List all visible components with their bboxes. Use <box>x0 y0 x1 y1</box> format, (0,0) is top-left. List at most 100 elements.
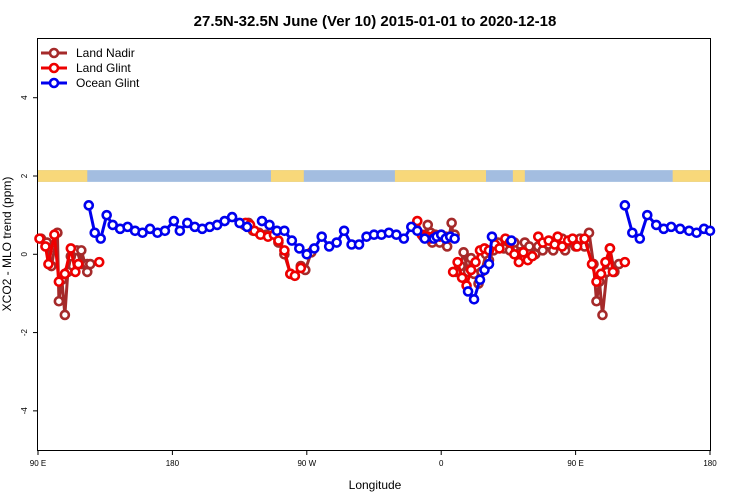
data-point <box>452 256 463 268</box>
data-point <box>509 248 520 260</box>
data-point <box>93 256 105 268</box>
data-point <box>619 200 631 211</box>
data-point <box>34 233 45 244</box>
data-point <box>49 229 60 241</box>
data-point <box>174 225 186 237</box>
data-point <box>295 262 307 274</box>
data-point <box>59 309 71 321</box>
data-point <box>316 231 328 242</box>
x-tick-label: 90 E <box>567 459 583 468</box>
series-land-glint <box>34 229 84 287</box>
data-point <box>468 293 480 305</box>
data-point <box>506 235 517 246</box>
data-point <box>241 221 253 233</box>
data-point <box>674 223 686 235</box>
data-point <box>462 286 474 297</box>
data-point <box>273 235 284 246</box>
data-point <box>101 209 112 221</box>
land-band <box>38 170 88 182</box>
series-ocean-glint <box>506 235 517 246</box>
legend-label: Land Nadir <box>76 46 135 60</box>
legend-marker <box>48 47 60 59</box>
data-point <box>567 233 578 244</box>
data-point <box>446 217 457 229</box>
legend-item: Ocean Glint <box>41 76 140 90</box>
data-point <box>449 233 460 244</box>
data-point <box>43 258 54 270</box>
data-point <box>665 221 677 233</box>
data-point <box>83 200 95 211</box>
plot-border <box>37 38 711 451</box>
data-point <box>586 258 598 270</box>
data-point <box>40 241 51 252</box>
legend-label: Ocean Glint <box>76 76 140 90</box>
data-point <box>641 209 653 221</box>
data-point <box>84 258 96 270</box>
y-tick-label: 4 <box>20 95 29 100</box>
x-axis-label: Longitude <box>349 478 402 492</box>
series-land-glint <box>619 256 631 268</box>
data-point <box>591 295 602 307</box>
data-point <box>289 270 301 282</box>
legend-marker <box>48 77 60 89</box>
series-layer <box>34 200 716 321</box>
data-point <box>59 268 71 280</box>
data-point <box>294 243 305 254</box>
data-point <box>556 241 568 252</box>
data-point <box>619 256 631 268</box>
data-point <box>331 237 342 248</box>
data-point <box>301 248 313 260</box>
data-point <box>279 225 290 237</box>
series-land-glint <box>93 256 105 268</box>
data-point <box>597 309 608 321</box>
data-point <box>53 295 65 307</box>
data-point <box>286 235 298 246</box>
data-point <box>398 233 410 244</box>
data-point <box>470 256 481 268</box>
data-point <box>353 239 365 250</box>
data-point <box>447 266 459 278</box>
x-tick-label: 180 <box>703 459 717 468</box>
y-tick-label: -2 <box>20 328 29 336</box>
x-tick-label: 0 <box>439 459 444 468</box>
data-point <box>526 250 538 262</box>
series-ocean-glint <box>431 229 460 244</box>
data-point <box>552 231 563 242</box>
x-tick-label: 90 E <box>30 459 46 468</box>
data-point <box>571 241 583 252</box>
series-land-glint <box>532 231 619 287</box>
data-point <box>483 258 495 270</box>
y-axis-label: XCO2 - MLO trend (ppm) <box>0 177 14 312</box>
legend-marker <box>48 62 60 74</box>
data-point <box>474 274 486 286</box>
data-point <box>264 219 275 231</box>
data-point <box>308 243 320 254</box>
data-point <box>76 245 87 256</box>
data-point <box>419 233 431 244</box>
x-tick-label: 180 <box>166 459 180 468</box>
series-ocean-glint <box>83 200 253 244</box>
y-axis: -4 -2 0 2 4 <box>20 95 38 414</box>
data-point <box>89 227 101 239</box>
data-point <box>579 233 590 244</box>
data-point <box>95 233 107 244</box>
legend-item: Land Glint <box>41 61 131 75</box>
data-point <box>494 243 505 254</box>
land-band <box>672 170 710 182</box>
data-point <box>513 256 525 268</box>
data-point <box>486 231 498 242</box>
land-band <box>394 170 486 182</box>
data-point <box>73 258 84 270</box>
data-point <box>159 225 171 237</box>
data-point <box>412 215 423 227</box>
land-sea-strip <box>38 170 710 182</box>
land-band <box>270 170 304 182</box>
y-tick-label: 2 <box>20 173 29 178</box>
data-point <box>607 266 619 278</box>
chart-title: 27.5N-32.5N June (Ver 10) 2015-01-01 to … <box>194 13 557 30</box>
plot-area <box>37 38 711 451</box>
series-ocean-glint <box>619 200 716 244</box>
series-ocean-glint <box>462 231 498 305</box>
